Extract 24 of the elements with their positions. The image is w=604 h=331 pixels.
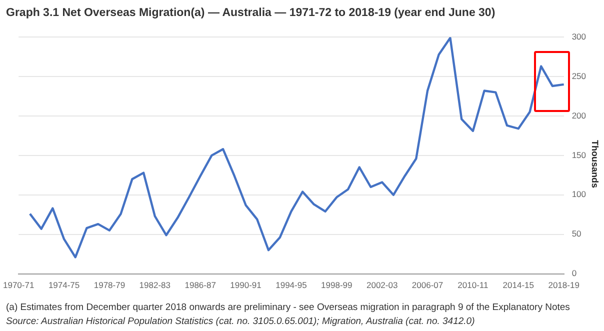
x-tick-label: 2010-11 [458,280,488,290]
chart-title: Graph 3.1 Net Overseas Migration(a) — Australia — 1971-72 to 2018-19 (year end June 30) [6,7,496,19]
x-tick-label: 2018-19 [548,280,580,290]
y-tick-label: 150 [572,150,586,160]
y-tick-label: 50 [572,228,582,239]
y-axis-title: Thousands [590,140,600,188]
text: (a) Estimates from December quarter 2018 onwards are preliminary - see Overseas migration in paragraph 9 of the Explanatory Notes [6,302,570,313]
x-tick-label: 1994-95 [276,280,308,290]
y-tick-label: 250 [572,70,586,81]
x-tick-label: 1990-91 [230,280,262,290]
x-tick-label: 2014-15 [502,280,534,290]
x-tick-label: 1998-99 [321,280,353,290]
x-tick-label: 1974-75 [48,280,80,290]
x-tick-label: 1978-79 [94,280,126,290]
x-tick-label: 2002-03 [366,280,398,290]
x-tick-label: 1970-71 [2,280,34,290]
y-tick-label: 0 [572,268,577,278]
x-tick-label: 2006-07 [412,280,444,290]
x-tick-label: 1982-83 [139,280,171,290]
x-tick-label: 1986-87 [184,280,216,290]
y-tick-label: 200 [572,110,586,120]
source-note: Source: Australian Historical Population Statistics (cat. no. 3105.0.65.001); Migration, Australia (cat. no. 3412.0) [6,316,475,327]
y-tick-label: 300 [572,31,586,42]
y-tick-label: 100 [572,189,586,200]
